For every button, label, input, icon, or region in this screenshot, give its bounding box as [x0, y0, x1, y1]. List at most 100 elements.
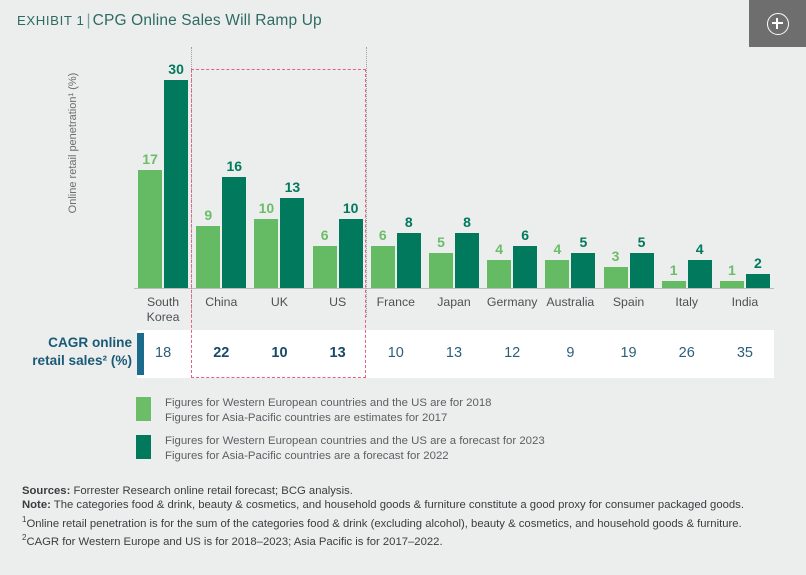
legend-item: Figures for Western European countries a… — [136, 434, 736, 463]
bar[interactable] — [719, 281, 744, 288]
bar[interactable] — [745, 274, 770, 288]
bar-item[interactable]: 5 — [629, 47, 654, 288]
bar-value-label: 4 — [495, 241, 504, 258]
bar[interactable] — [196, 225, 221, 288]
sources-text: Forrester Research online retail forecas… — [70, 485, 353, 497]
bar-item[interactable]: 4 — [545, 47, 570, 288]
legend: Figures for Western European countries a… — [136, 396, 736, 472]
bar-group: 17 30 — [134, 47, 192, 288]
cagr-value: 35 — [736, 345, 753, 361]
x-axis-tick-line: Italy — [675, 295, 698, 309]
x-axis-tick-line: South — [147, 295, 180, 309]
note-text: The categories food & drink, beauty & co… — [50, 499, 744, 512]
bar-item[interactable]: 1 — [719, 47, 744, 288]
bar[interactable] — [164, 79, 189, 288]
bar[interactable] — [338, 218, 363, 288]
bar[interactable] — [312, 246, 337, 288]
x-axis-line — [134, 288, 774, 289]
cagr-value: 12 — [504, 345, 521, 361]
dark-green-swatch — [136, 435, 151, 459]
footnote-two-superscript: 2 — [22, 532, 27, 542]
footnote-one: 1Online retail penetration is for the su… — [22, 513, 788, 531]
expand-button[interactable] — [749, 0, 806, 47]
bar-item[interactable]: 5 — [571, 47, 596, 288]
bar-item[interactable]: 4 — [687, 47, 712, 288]
x-axis-tick-label: South Korea — [134, 295, 192, 325]
bar[interactable] — [571, 253, 596, 288]
bar-value-label: 9 — [204, 206, 213, 223]
group-separator — [191, 47, 193, 317]
cagr-label-line2: retail sales² (%) — [32, 353, 132, 368]
bar-item[interactable]: 10 — [338, 47, 363, 288]
x-axis-tick-line: Australia — [546, 295, 595, 309]
bar-item[interactable]: 13 — [280, 47, 305, 288]
bar[interactable] — [487, 260, 512, 288]
legend-text: Figures for Western European countries a… — [165, 396, 492, 425]
cagr-label-line1: CAGR online — [48, 335, 132, 350]
bar[interactable] — [138, 170, 163, 288]
bar[interactable] — [687, 260, 712, 288]
x-axis-tick-line: Korea — [146, 310, 180, 324]
x-axis-tick-label: China — [192, 295, 250, 310]
bar-item[interactable]: 17 — [138, 47, 163, 288]
legend-item: Figures for Western European countries a… — [136, 396, 736, 425]
bar-value-label: 4 — [695, 241, 704, 258]
bar[interactable] — [280, 197, 305, 288]
bar[interactable] — [396, 232, 421, 288]
bar[interactable] — [254, 218, 279, 288]
light-green-swatch — [136, 397, 151, 421]
x-axis-tick-line: China — [205, 295, 238, 309]
x-axis-tick-label: Japan — [425, 295, 483, 310]
bar-group: 6 10 — [309, 47, 367, 288]
bar-item[interactable]: 10 — [254, 47, 279, 288]
bar-item[interactable]: 1 — [661, 47, 686, 288]
bar-value-label: 13 — [284, 178, 301, 195]
bar[interactable] — [454, 232, 479, 288]
bar-item[interactable]: 5 — [428, 47, 453, 288]
footnote-two: 2CAGR for Western Europe and US is for 2… — [22, 531, 788, 549]
bar-item[interactable]: 8 — [454, 47, 479, 288]
bar[interactable] — [370, 246, 395, 288]
x-axis-tick-line: India — [731, 295, 759, 309]
bar[interactable] — [603, 267, 628, 288]
sources-label: Sources: — [22, 485, 71, 497]
bar-item[interactable]: 4 — [487, 47, 512, 288]
bar[interactable] — [629, 253, 654, 288]
bar-item[interactable]: 9 — [196, 47, 221, 288]
bar-item[interactable]: 30 — [164, 47, 189, 288]
x-axis-tick-label: France — [367, 295, 425, 310]
bar-item[interactable]: 6 — [312, 47, 337, 288]
bar[interactable] — [513, 246, 538, 288]
x-axis-tick-label: Germany — [483, 295, 541, 310]
cagr-value: 18 — [155, 345, 172, 361]
bar-item[interactable]: 6 — [370, 47, 395, 288]
bar-value-label: 6 — [320, 227, 329, 244]
footnote-one-text: Online retail penetration is for the sum… — [26, 517, 742, 530]
cagr-value: 10 — [387, 345, 404, 361]
bar-item[interactable]: 8 — [396, 47, 421, 288]
bar[interactable] — [222, 177, 247, 288]
bar-chart: Online retail penetration¹ (%) 17 30 9 16 10… — [0, 47, 806, 325]
exhibit-number: EXHIBIT 1 — [17, 13, 85, 28]
bar-value-label: 5 — [437, 234, 445, 251]
cagr-value: 19 — [620, 345, 637, 361]
legend-line-2: Figures for Asia-Pacific countries are a… — [165, 449, 449, 462]
bar[interactable] — [428, 253, 453, 288]
group-separator — [365, 47, 367, 317]
bar-item[interactable]: 3 — [603, 47, 628, 288]
y-axis-label: Online retail penetration¹ (%) — [67, 72, 79, 214]
bar-item[interactable]: 2 — [745, 47, 770, 288]
cagr-marker — [137, 333, 144, 375]
bar[interactable] — [661, 281, 686, 288]
bar-item[interactable]: 16 — [222, 47, 247, 288]
bar-value-label: 10 — [258, 199, 275, 216]
cagr-value: 13 — [445, 345, 463, 361]
bar-value-label: 6 — [521, 227, 530, 244]
bar-item[interactable]: 6 — [513, 47, 538, 288]
bar-value-label: 3 — [611, 248, 620, 265]
bar[interactable] — [545, 260, 570, 288]
